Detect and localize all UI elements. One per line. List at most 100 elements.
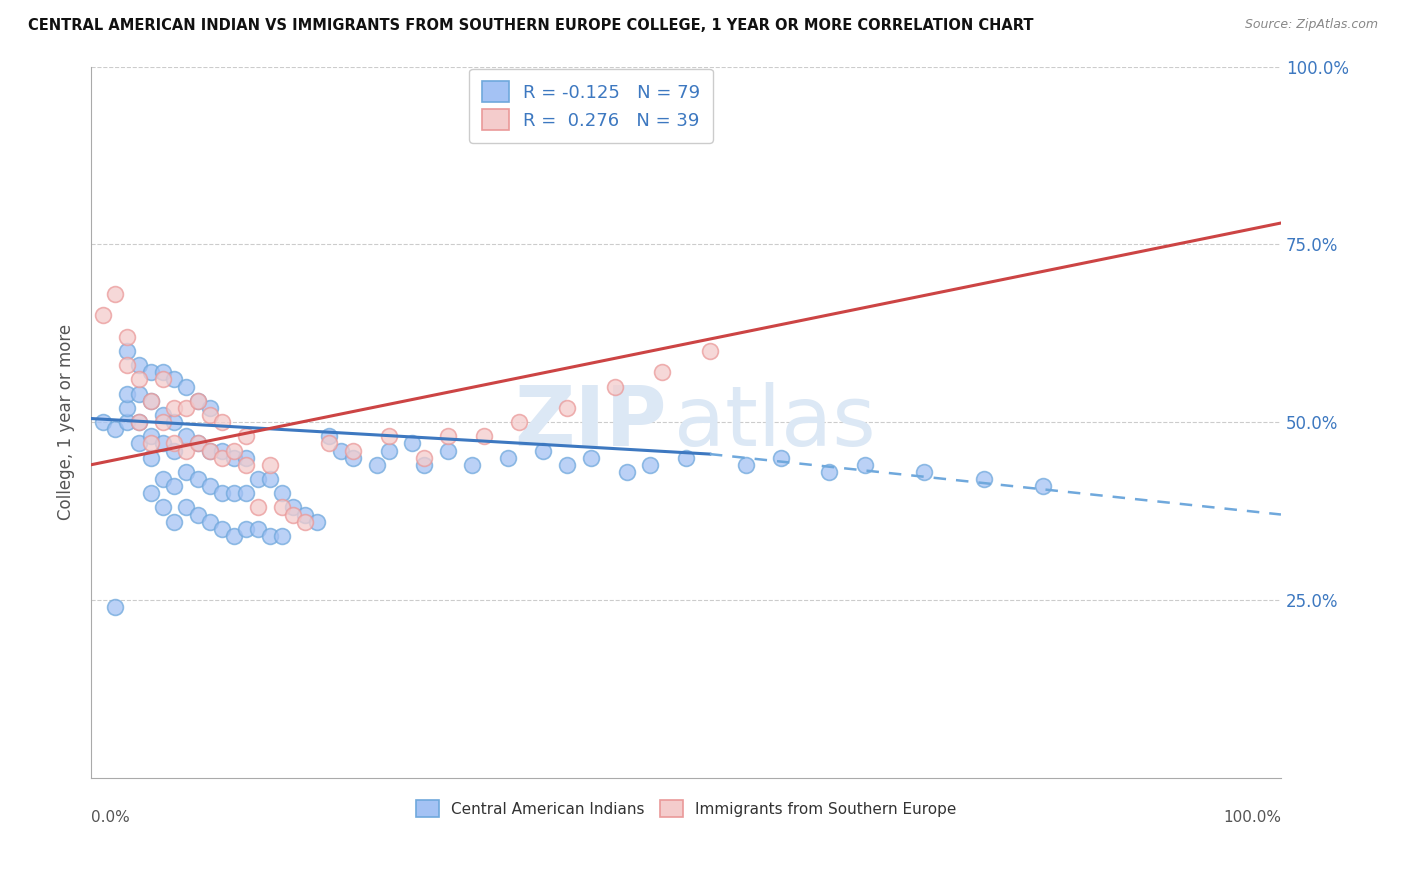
Point [770, 450, 793, 465]
Point [198, 401, 221, 415]
Point [163, 515, 186, 529]
Point [139, 436, 162, 450]
Point [699, 343, 721, 358]
Point [283, 500, 305, 515]
Point [115, 358, 138, 372]
Point [307, 515, 329, 529]
Point [128, 415, 150, 429]
Point [259, 529, 281, 543]
Point [198, 515, 221, 529]
Point [222, 486, 245, 500]
Point [176, 443, 198, 458]
Point [437, 443, 460, 458]
Point [198, 408, 221, 422]
Point [235, 522, 257, 536]
Point [139, 450, 162, 465]
Point [115, 330, 138, 344]
Point [176, 465, 198, 479]
Point [139, 429, 162, 443]
Point [246, 472, 269, 486]
Point [270, 486, 292, 500]
Text: atlas: atlas [675, 382, 876, 463]
Point [187, 472, 209, 486]
Y-axis label: College, 1 year or more: College, 1 year or more [58, 324, 75, 520]
Point [163, 436, 186, 450]
Point [246, 500, 269, 515]
Point [235, 458, 257, 472]
Point [318, 436, 340, 450]
Point [651, 365, 673, 379]
Point [163, 443, 186, 458]
Point [853, 458, 876, 472]
Point [163, 415, 186, 429]
Point [531, 443, 554, 458]
Point [152, 408, 174, 422]
Text: CENTRAL AMERICAN INDIAN VS IMMIGRANTS FROM SOUTHERN EUROPE COLLEGE, 1 YEAR OR MO: CENTRAL AMERICAN INDIAN VS IMMIGRANTS FR… [28, 18, 1033, 33]
Point [366, 458, 388, 472]
Point [401, 436, 423, 450]
Point [912, 465, 935, 479]
Point [152, 500, 174, 515]
Point [259, 458, 281, 472]
Point [413, 458, 436, 472]
Point [377, 429, 399, 443]
Point [283, 508, 305, 522]
Point [472, 429, 495, 443]
Point [128, 358, 150, 372]
Point [187, 393, 209, 408]
Point [294, 508, 316, 522]
Point [222, 450, 245, 465]
Point [128, 415, 150, 429]
Point [734, 458, 756, 472]
Point [496, 450, 519, 465]
Point [104, 599, 127, 614]
Point [152, 372, 174, 386]
Point [198, 443, 221, 458]
Point [377, 443, 399, 458]
Point [235, 450, 257, 465]
Point [603, 379, 626, 393]
Point [555, 401, 578, 415]
Point [579, 450, 602, 465]
Text: 100.0%: 100.0% [1223, 810, 1281, 824]
Point [104, 287, 127, 301]
Point [91, 309, 114, 323]
Point [616, 465, 638, 479]
Point [115, 343, 138, 358]
Point [163, 401, 186, 415]
Point [294, 515, 316, 529]
Point [139, 393, 162, 408]
Text: ZIP: ZIP [515, 382, 666, 463]
Point [508, 415, 530, 429]
Point [187, 436, 209, 450]
Point [128, 436, 150, 450]
Legend: Central American Indians, Immigrants from Southern Europe: Central American Indians, Immigrants fro… [409, 795, 962, 823]
Point [437, 429, 460, 443]
Point [342, 450, 364, 465]
Point [461, 458, 484, 472]
Point [139, 393, 162, 408]
Point [817, 465, 839, 479]
Point [152, 365, 174, 379]
Point [198, 443, 221, 458]
Point [152, 415, 174, 429]
Point [139, 365, 162, 379]
Point [163, 372, 186, 386]
Point [176, 500, 198, 515]
Text: Source: ZipAtlas.com: Source: ZipAtlas.com [1244, 18, 1378, 31]
Point [152, 436, 174, 450]
Point [115, 415, 138, 429]
Point [1032, 479, 1054, 493]
Text: 0.0%: 0.0% [91, 810, 129, 824]
Point [342, 443, 364, 458]
Point [115, 401, 138, 415]
Point [270, 529, 292, 543]
Point [235, 486, 257, 500]
Point [91, 415, 114, 429]
Point [973, 472, 995, 486]
Point [115, 386, 138, 401]
Point [104, 422, 127, 436]
Point [413, 450, 436, 465]
Point [163, 479, 186, 493]
Point [128, 386, 150, 401]
